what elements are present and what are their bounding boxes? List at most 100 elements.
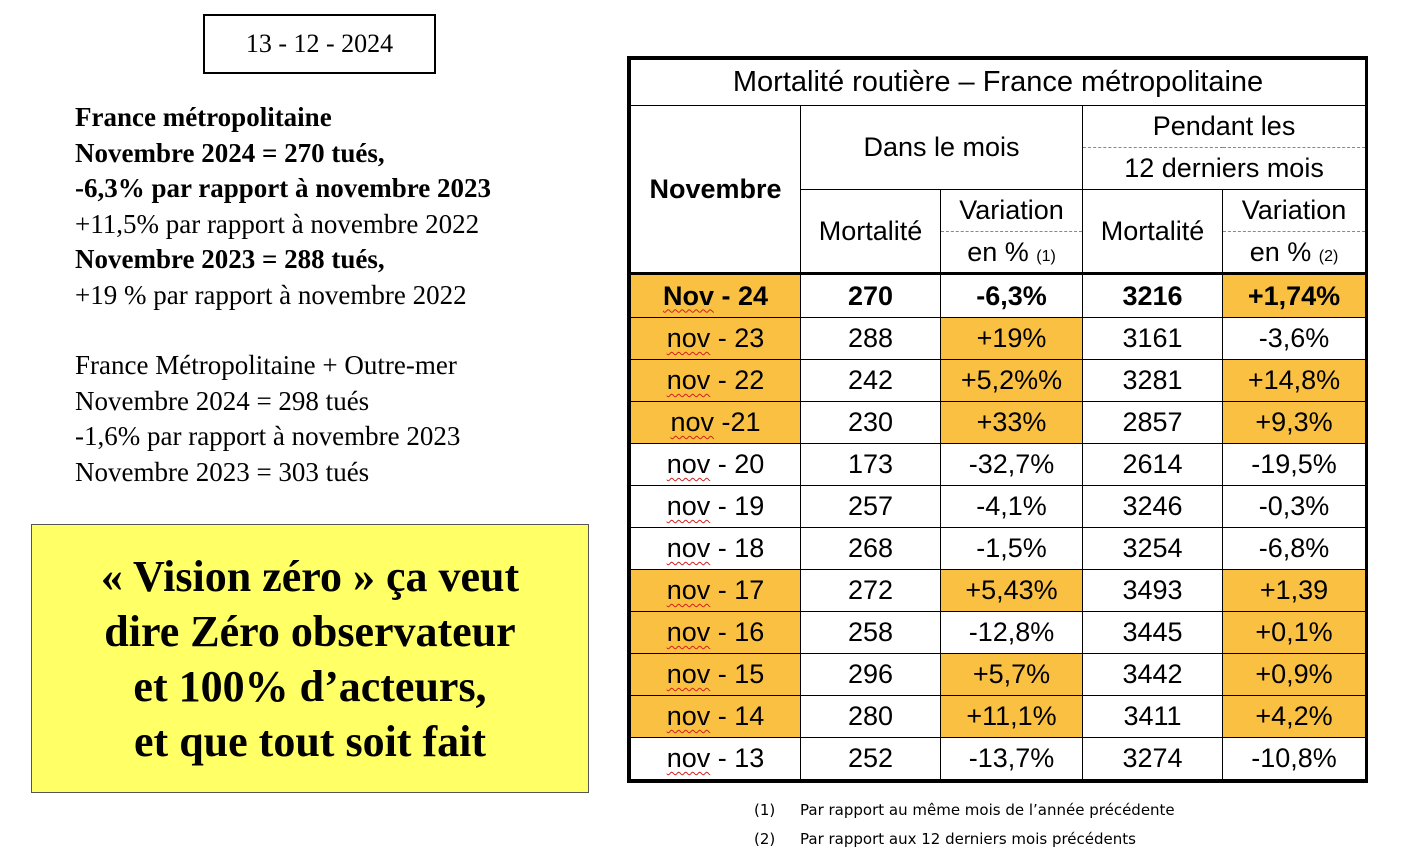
variation-12m-cell: +4,2% (1221, 695, 1367, 738)
vision-line: et 100% d’acteurs, (133, 661, 487, 711)
mortality-12m-cell: 3161 (1082, 317, 1223, 360)
group-header-12m-bottom: 12 derniers mois (1081, 147, 1367, 190)
mortality-cell: 272 (800, 569, 941, 612)
mortality-12m-cell: 3493 (1082, 569, 1223, 612)
vision-zero-box: « Vision zéro » ça veut dire Zéro observ… (31, 524, 589, 793)
variation-12m-cell: +0,1% (1221, 611, 1367, 654)
month-cell: nov - 19 (630, 485, 801, 528)
variation-12m-header: Variation (1221, 189, 1367, 232)
mortality-cell: 173 (800, 443, 941, 486)
variation-cell: -12,8% (940, 611, 1083, 654)
variation-12m-cell: +1,39 (1221, 569, 1367, 612)
table-row: nov - 15 296 +5,7% 3442 +0,9% (630, 653, 1367, 696)
mortality-cell: 288 (800, 317, 941, 360)
variation-cell: +11,1% (940, 695, 1083, 738)
mortality-cell: 296 (800, 653, 941, 696)
mortality-cell: 242 (800, 359, 941, 402)
month-column-header: Novembre (630, 105, 801, 274)
table-row: nov -21 230 +33% 2857 +9,3% (630, 401, 1367, 444)
summary-line: Novembre 2023 = 303 tués (75, 456, 370, 487)
month-cell: Nov - 24 (630, 272, 801, 318)
group-header-12m-top: Pendant les (1081, 105, 1367, 148)
vision-line: dire Zéro observateur (104, 606, 516, 656)
variation-12m-cell: +14,8% (1221, 359, 1367, 402)
footnote-2: (2) Par rapport aux 12 derniers mois préc… (754, 830, 1136, 848)
variation-12m-cell: +0,9% (1221, 653, 1367, 696)
mortality-cell: 257 (800, 485, 941, 528)
month-cell: nov - 22 (630, 359, 801, 402)
month-cell: nov - 16 (630, 611, 801, 654)
variation-cell: +19% (940, 317, 1083, 360)
footnotes: (1) Par rapport au même mois de l’année p… (754, 796, 1175, 854)
month-cell: nov - 20 (630, 443, 801, 486)
variation-12m-cell: -0,3% (1221, 485, 1367, 528)
mortality-cell: 258 (800, 611, 941, 654)
mortality-cell: 268 (800, 527, 941, 570)
table-row: nov - 18 268 -1,5% 3254 -6,8% (630, 527, 1367, 570)
mortality-12m-cell: 3411 (1082, 695, 1223, 738)
summary-line: Novembre 2024 = 270 tués, (75, 137, 385, 168)
table-row: Nov - 24 270 -6,3% 3216 +1,74% (630, 272, 1367, 318)
variation-cell: -13,7% (940, 737, 1083, 780)
table-row: nov - 23 288 +19% 3161 -3,6% (630, 317, 1367, 360)
table-row: nov - 16 258 -12,8% 3445 +0,1% (630, 611, 1367, 654)
variation-12m-cell: -6,8% (1221, 527, 1367, 570)
summary-line: France métropolitaine (75, 102, 332, 132)
mortality-12m-cell: 2857 (1082, 401, 1223, 444)
mortalite-header: Mortalité (800, 189, 941, 274)
variation-cell: +5,7% (940, 653, 1083, 696)
table-row: nov - 19 257 -4,1% 3246 -0,3% (630, 485, 1367, 528)
table-row: nov - 14 280 +11,1% 3411 +4,2% (630, 695, 1367, 738)
month-cell: nov - 13 (630, 737, 801, 780)
variation-header: Variation (940, 189, 1083, 232)
variation-12m-cell: +9,3% (1221, 401, 1367, 444)
mortality-cell: 270 (800, 272, 941, 318)
month-cell: nov - 14 (630, 695, 801, 738)
variation-cell: -6,3% (940, 272, 1083, 318)
mortality-table: Mortalité routière – France métropolitai… (627, 56, 1368, 783)
mortality-12m-cell: 3442 (1082, 653, 1223, 696)
variation-cell: -1,5% (940, 527, 1083, 570)
summary-line: +19 % par rapport à novembre 2022 (75, 279, 467, 310)
variation-12m-cell: -19,5% (1221, 443, 1367, 486)
variation-12m-cell: -3,6% (1221, 317, 1367, 360)
month-cell: nov -21 (630, 401, 801, 444)
variation-cell: +5,2%% (940, 359, 1083, 402)
mortality-12m-cell: 3254 (1082, 527, 1223, 570)
mortalite-12m-header: Mortalité (1082, 189, 1223, 274)
variation-cell: -32,7% (940, 443, 1083, 486)
summary-text: France métropolitaine Novembre 2024 = 27… (75, 100, 595, 490)
variation-12m-cell: -10,8% (1221, 737, 1367, 780)
variation-cell: +5,43% (940, 569, 1083, 612)
summary-line: France Métropolitaine + Outre-mer (75, 350, 457, 380)
vision-line: « Vision zéro » ça veut (100, 551, 520, 601)
table-title: Mortalité routière – France métropolitai… (629, 59, 1367, 106)
en-pct-header: en % (1) (940, 231, 1083, 274)
mortality-cell: 230 (800, 401, 941, 444)
table-row: nov - 22 242 +5,2%% 3281 +14,8% (630, 359, 1367, 402)
summary-line: -6,3% par rapport à novembre 2023 (75, 173, 491, 203)
mortality-12m-cell: 3216 (1082, 272, 1223, 318)
mortality-12m-cell: 3246 (1082, 485, 1223, 528)
summary-line: Novembre 2024 = 298 tués (75, 385, 370, 416)
vision-line: et que tout soit fait (134, 716, 486, 766)
table-row: nov - 17 272 +5,43% 3493 +1,39 (630, 569, 1367, 612)
month-cell: nov - 17 (630, 569, 801, 612)
month-cell: nov - 15 (630, 653, 801, 696)
date-box: 13 - 12 - 2024 (203, 14, 436, 74)
mortality-cell: 252 (800, 737, 941, 780)
variation-12m-cell: +1,74% (1221, 272, 1367, 318)
summary-line: Novembre 2023 = 288 tués, (75, 244, 385, 274)
table-row: nov - 13 252 -13,7% 3274 -10,8% (630, 737, 1367, 780)
summary-line: -1,6% par rapport à novembre 2023 (75, 421, 461, 451)
mortality-12m-cell: 2614 (1082, 443, 1223, 486)
summary-line: +11,5% par rapport à novembre 2022 (75, 208, 480, 239)
mortality-12m-cell: 3281 (1082, 359, 1223, 402)
mortality-12m-cell: 3445 (1082, 611, 1223, 654)
month-cell: nov - 23 (630, 317, 801, 360)
en-pct-12m-header: en % (2) (1221, 231, 1367, 274)
mortality-12m-cell: 3274 (1082, 737, 1223, 780)
table-row: nov - 20 173 -32,7% 2614 -19,5% (630, 443, 1367, 486)
mortality-cell: 280 (800, 695, 941, 738)
month-cell: nov - 18 (630, 527, 801, 570)
